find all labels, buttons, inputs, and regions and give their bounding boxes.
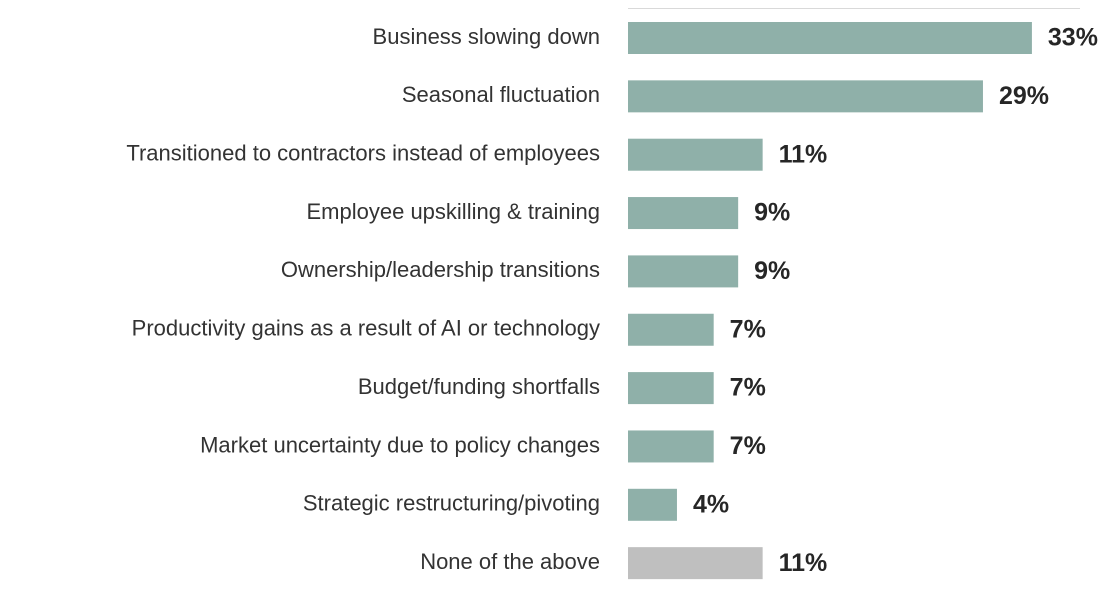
category-label: Productivity gains as a result of AI or … bbox=[132, 316, 600, 341]
value-label: 29% bbox=[999, 82, 1049, 110]
category-label: Transitioned to contractors instead of e… bbox=[126, 141, 600, 166]
bar bbox=[628, 138, 763, 171]
bar bbox=[628, 372, 714, 405]
value-label: 11% bbox=[779, 140, 828, 168]
bar bbox=[628, 430, 714, 463]
category-label: Strategic restructuring/pivoting bbox=[303, 491, 600, 516]
value-label: 33% bbox=[1048, 24, 1098, 52]
bar bbox=[628, 22, 1032, 54]
category-label: Ownership/leadership transitions bbox=[281, 257, 600, 282]
category-label: Business slowing down bbox=[373, 24, 600, 49]
value-label: 7% bbox=[730, 432, 766, 460]
category-label: Employee upskilling & training bbox=[307, 199, 601, 224]
bar bbox=[628, 255, 739, 288]
category-label: Market uncertainty due to policy changes bbox=[200, 432, 600, 457]
value-label: 7% bbox=[730, 315, 766, 343]
value-label: 7% bbox=[730, 374, 766, 402]
category-label: Budget/funding shortfalls bbox=[358, 374, 600, 399]
bar bbox=[628, 488, 677, 521]
bar bbox=[628, 547, 763, 580]
value-label: 9% bbox=[754, 199, 790, 227]
category-label: None of the above bbox=[420, 549, 600, 574]
value-label: 11% bbox=[779, 549, 828, 577]
bar bbox=[628, 197, 739, 230]
value-label: 4% bbox=[693, 490, 729, 518]
bar bbox=[628, 313, 714, 346]
category-label: Seasonal fluctuation bbox=[402, 82, 600, 107]
bar bbox=[628, 80, 983, 113]
value-label: 9% bbox=[754, 257, 790, 285]
